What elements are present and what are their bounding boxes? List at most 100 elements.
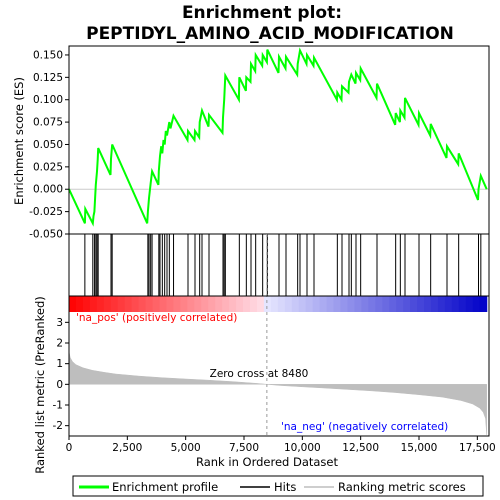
metric-y-tick-label: 0 (56, 379, 63, 391)
rank-color-segment (263, 296, 272, 312)
metric-y-tick-label: 2 (56, 338, 63, 350)
rank-color-segment (368, 296, 376, 312)
neg-correlated-label: 'na_neg' (negatively correlated) (281, 421, 448, 433)
rank-color-segment (305, 296, 314, 312)
es-y-tick-label: 0.075 (33, 117, 63, 129)
es-y-tick-label: 0.100 (33, 94, 63, 106)
rank-color-segment (249, 296, 258, 312)
rank-color-segment (166, 296, 175, 312)
rank-color-segment (437, 296, 446, 312)
es-y-tick-label: 0.050 (33, 139, 63, 151)
rank-color-segment (236, 296, 244, 312)
es-y-tick-label: 0.025 (33, 161, 63, 173)
rank-color-segment (215, 296, 223, 312)
rank-color-segment (389, 296, 397, 312)
rank-color-segment (256, 296, 265, 312)
legend: Enrichment profile Hits Ranking metric s… (72, 475, 484, 497)
x-axis-label: Rank in Ordered Dataset (196, 455, 339, 469)
rank-color-segment (354, 296, 362, 312)
rank-color-segment (465, 296, 474, 312)
rank-color-segment (319, 296, 328, 312)
rank-color-segment (152, 296, 161, 312)
rank-color-segment (417, 296, 425, 312)
rank-color-segment (138, 296, 147, 312)
rank-color-segment (145, 296, 154, 312)
rank-color-segment (82, 296, 91, 312)
legend-hits-label: Hits (274, 480, 296, 494)
metric-y-tick-label: 1 (56, 358, 63, 370)
rank-color-segment (75, 296, 84, 312)
rank-color-segment (326, 296, 335, 312)
chart-title-line1: Enrichment plot: (182, 3, 342, 23)
legend-enrichment-label: Enrichment profile (112, 480, 218, 494)
x-tick-label: 7,500 (229, 442, 259, 454)
rank-color-segment (451, 296, 460, 312)
legend-box (72, 475, 484, 497)
rank-color-segment (472, 296, 481, 312)
rank-color-segment (180, 296, 188, 312)
x-tick-label: 15,000 (401, 442, 438, 454)
ranked-metric-panel: -2 -1 0 1 2 3 0 2,500 5,000 7,500 10,000 12,500 15,0… (53, 234, 496, 454)
legend-metric-label: Ranking metric scores (338, 480, 466, 494)
rank-color-segment (96, 296, 105, 312)
rank-color-segment (382, 296, 390, 312)
zero-cross-label: Zero cross at 8480 (210, 368, 309, 380)
x-tick-label: 10,000 (284, 442, 321, 454)
es-y-tick-label: -0.025 (29, 206, 63, 218)
rank-color-segment (131, 296, 140, 312)
es-y-tick-label: 0.125 (33, 72, 63, 84)
es-plot-area (69, 46, 489, 234)
rank-color-segment (430, 296, 439, 312)
chart-title-line2: PEPTIDYL_AMINO_ACID_MODIFICATION (86, 24, 454, 44)
es-y-axis-label: Enrichment score (ES) (12, 77, 26, 205)
metric-plot-frame (68, 295, 490, 437)
rank-color-segment (375, 296, 383, 312)
rank-color-segment (187, 296, 195, 312)
rank-color-segment (479, 296, 488, 312)
rank-color-segment (298, 296, 307, 312)
rank-color-segment (291, 296, 300, 312)
rank-color-bar-panel (69, 296, 488, 312)
rank-color-segment (410, 296, 418, 312)
es-y-tick-label: -0.050 (29, 229, 63, 241)
rank-color-segment (117, 296, 126, 312)
metric-y-tick-label: -2 (53, 420, 63, 432)
rank-color-segment (396, 296, 404, 312)
rank-color-segment (222, 296, 230, 312)
metric-y-tick-label: -1 (53, 400, 63, 412)
rank-color-segment (403, 296, 411, 312)
es-y-tick-label: 0.000 (33, 184, 63, 196)
rank-color-segment (277, 296, 286, 312)
rank-color-segment (173, 296, 181, 312)
x-tick-label: 0 (66, 442, 73, 454)
rank-color-segment (333, 296, 342, 312)
rank-color-segment (347, 296, 356, 312)
rank-color-segment (284, 296, 293, 312)
x-tick-label: 12,500 (342, 442, 379, 454)
rank-color-segment (444, 296, 453, 312)
rank-color-segment (312, 296, 321, 312)
pos-correlated-label: 'na_pos' (positively correlated) (76, 312, 237, 324)
rank-color-segment (201, 296, 209, 312)
x-tick-label: 2,500 (112, 442, 142, 454)
rank-color-segment (124, 296, 133, 312)
rank-color-segment (229, 296, 237, 312)
x-tick-label: 17,500 (459, 442, 496, 454)
metric-y-axis-label: Ranked list metric (PreRanked) (33, 296, 47, 474)
rank-color-segment (340, 296, 349, 312)
metric-y-tick-label: 3 (56, 317, 63, 329)
rank-color-segment (110, 296, 119, 312)
rank-color-segment (270, 296, 279, 312)
rank-color-segment (159, 296, 168, 312)
metric-plot-area (69, 312, 489, 436)
rank-color-segment (458, 296, 467, 312)
rank-color-segment (89, 296, 98, 312)
rank-color-segment (194, 296, 202, 312)
es-y-tick-label: 0.150 (33, 49, 63, 61)
rank-color-segment (361, 296, 369, 312)
es-panel: -0.050 -0.025 0.000 0.025 0.050 0.075 0.100 0.1… (29, 45, 490, 297)
enrichment-profile-line (68, 47, 488, 227)
rank-color-segment (69, 296, 77, 312)
